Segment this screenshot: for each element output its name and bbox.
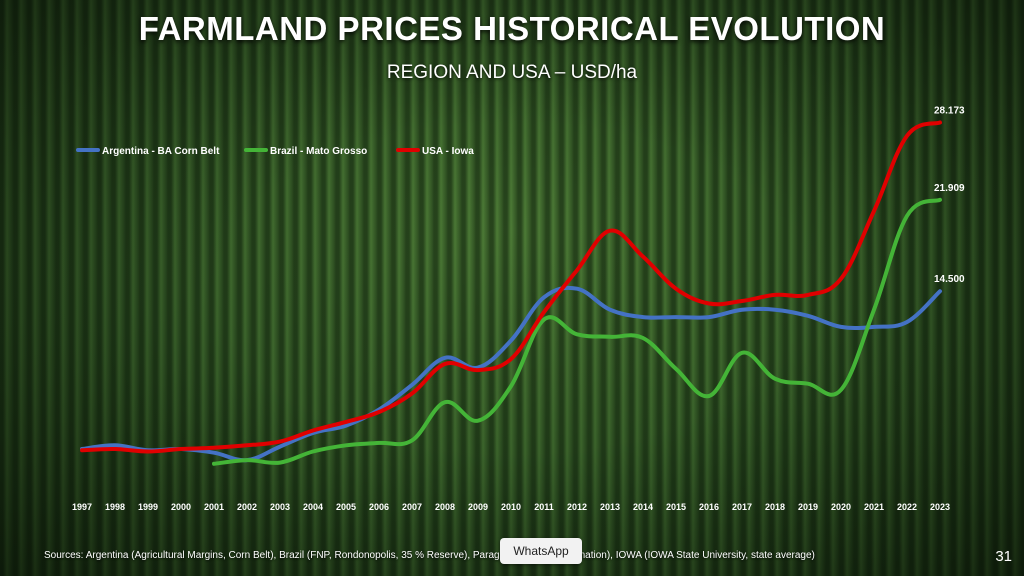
x-tick-label: 2022: [897, 502, 917, 512]
x-tick-label: 2009: [468, 502, 488, 512]
x-tick-label: 2016: [699, 502, 719, 512]
x-tick-label: 1998: [105, 502, 125, 512]
x-tick-label: 2002: [237, 502, 257, 512]
series-line-1: [212, 197, 942, 466]
x-tick-label: 2010: [501, 502, 521, 512]
whatsapp-button[interactable]: WhatsApp: [500, 538, 582, 564]
slide-title: FARMLAND PRICES HISTORICAL EVOLUTION: [138, 10, 886, 47]
x-tick-label: 2017: [732, 502, 752, 512]
x-tick-label: 2005: [336, 502, 356, 512]
x-tick-label: 2004: [303, 502, 323, 512]
x-tick-label: 2021: [864, 502, 884, 512]
sources-note: Sources: Argentina (Agricultural Margins…: [44, 550, 815, 561]
data-label: 28.173: [934, 106, 965, 117]
x-tick-label: 2003: [270, 502, 290, 512]
x-tick-label: 2011: [534, 502, 554, 512]
legend-label: Brazil - Mato Grosso: [270, 146, 367, 157]
x-tick-label: 2014: [633, 502, 653, 512]
series-line-2: [80, 120, 942, 454]
x-tick-label: 2018: [765, 502, 785, 512]
x-tick-label: 2001: [204, 502, 224, 512]
page-number: 31: [995, 548, 1012, 565]
x-tick-label: 2007: [402, 502, 422, 512]
x-tick-label: 2013: [600, 502, 620, 512]
legend-label: Argentina - BA Corn Belt: [102, 146, 220, 157]
x-tick-label: 2012: [567, 502, 587, 512]
x-tick-label: 2020: [831, 502, 851, 512]
x-tick-label: 2008: [435, 502, 455, 512]
legend-label: USA - Iowa: [422, 146, 474, 157]
data-label: 21.909: [934, 183, 965, 194]
x-tick-label: 1997: [72, 502, 92, 512]
slide-subtitle: REGION AND USA – USD/ha: [386, 62, 638, 83]
x-tick-label: 2019: [798, 502, 818, 512]
x-tick-label: 2015: [666, 502, 686, 512]
x-tick-label: 2000: [171, 502, 191, 512]
x-tick-label: 1999: [138, 502, 158, 512]
x-tick-label: 2023: [930, 502, 950, 512]
x-tick-label: 2006: [369, 502, 389, 512]
series-line-0: [80, 285, 942, 463]
data-label: 14.500: [934, 274, 965, 285]
